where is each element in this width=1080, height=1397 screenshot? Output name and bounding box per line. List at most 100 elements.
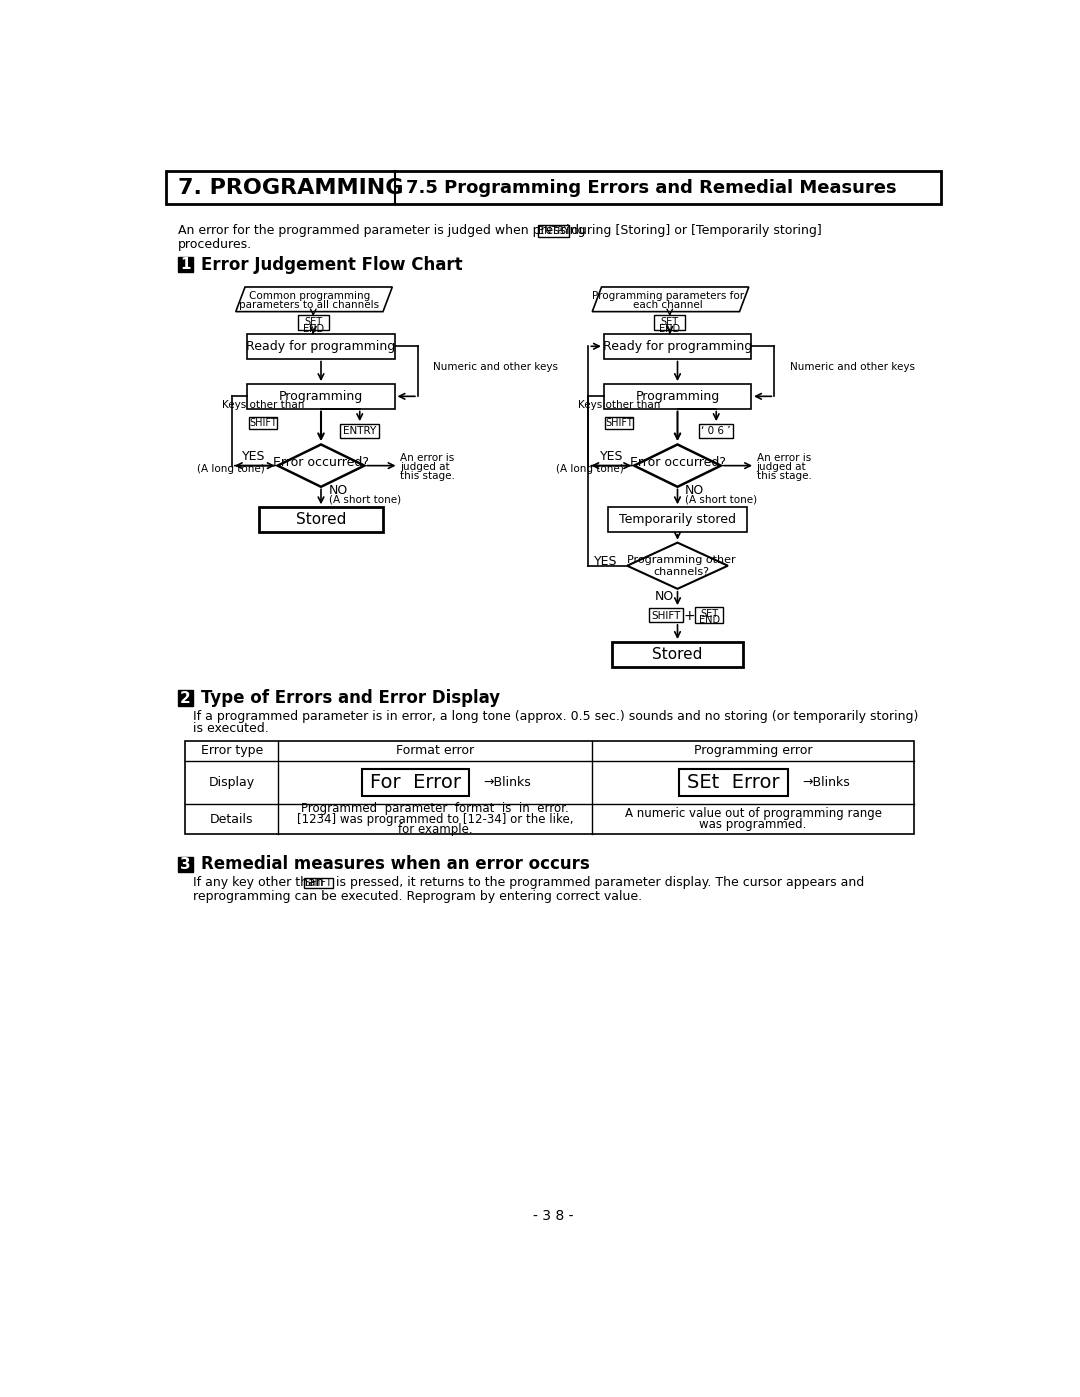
FancyBboxPatch shape [604,334,751,359]
Text: (A short tone): (A short tone) [685,495,757,504]
FancyBboxPatch shape [362,768,469,796]
Text: during [Storing] or [Temporarily storing]: during [Storing] or [Temporarily storing… [571,225,822,237]
Text: Keys other than: Keys other than [578,400,661,409]
Text: Error occurred?: Error occurred? [273,455,369,469]
Text: Programming other: Programming other [627,555,735,564]
Text: Keys other than: Keys other than [221,400,305,409]
Text: YES: YES [594,556,617,569]
Text: END: END [659,324,680,334]
FancyBboxPatch shape [303,877,334,888]
Text: +: + [684,609,694,623]
FancyBboxPatch shape [608,507,747,532]
Text: - 3 8 -: - 3 8 - [534,1210,573,1224]
Text: SHIFT: SHIFT [606,418,633,429]
FancyBboxPatch shape [699,425,733,437]
Text: channels?: channels? [653,567,710,577]
Text: (A long tone): (A long tone) [555,464,623,474]
FancyBboxPatch shape [166,172,941,204]
Text: If any key other than: If any key other than [193,876,324,890]
FancyBboxPatch shape [606,418,633,429]
Text: was programmed.: was programmed. [700,819,807,831]
Text: for example.: for example. [399,823,473,837]
FancyBboxPatch shape [696,608,724,623]
FancyBboxPatch shape [679,768,788,796]
FancyBboxPatch shape [538,225,569,237]
FancyBboxPatch shape [604,384,751,409]
Text: 3: 3 [180,856,191,872]
Text: Format error: Format error [396,745,474,757]
Text: An error is: An error is [400,453,455,462]
Text: For  Error: For Error [369,773,461,792]
Text: NO: NO [685,483,704,497]
Text: 7. PROGRAMMING: 7. PROGRAMMING [177,177,403,197]
Text: each channel: each channel [633,300,703,310]
Text: END: END [699,616,720,626]
Text: SHIFT: SHIFT [249,418,276,429]
Text: END: END [302,324,324,334]
Text: NO: NO [654,590,674,604]
FancyBboxPatch shape [654,314,685,330]
Text: SET: SET [661,317,679,327]
FancyBboxPatch shape [186,742,914,834]
Text: An error for the programmed parameter is judged when pressing: An error for the programmed parameter is… [177,225,585,237]
Text: SET: SET [305,317,322,327]
Text: Numeric and other keys: Numeric and other keys [789,362,915,373]
Text: Ready for programming: Ready for programming [246,339,395,353]
Text: Details: Details [211,813,254,826]
Text: →Blinks: →Blinks [802,775,850,789]
Text: Programming: Programming [635,390,719,402]
Text: procedures.: procedures. [177,237,252,251]
Text: Temporarily stored: Temporarily stored [619,513,735,527]
Text: ENTRY: ENTRY [343,426,376,436]
Text: Programmed  parameter  format  is  in  error.: Programmed parameter format is in error. [301,802,569,814]
Text: Display: Display [208,775,255,789]
Text: judged at: judged at [757,462,806,472]
Text: ENTRY: ENTRY [538,226,569,236]
FancyBboxPatch shape [340,425,379,437]
Text: ‘ 0 6 ’: ‘ 0 6 ’ [701,426,731,436]
Polygon shape [634,444,721,486]
Text: Error Judgement Flow Chart: Error Judgement Flow Chart [201,256,462,274]
Text: is pressed, it returns to the programmed parameter display. The cursor appears a: is pressed, it returns to the programmed… [337,876,865,890]
Text: Common programming: Common programming [248,291,370,302]
Text: Remedial measures when an error occurs: Remedial measures when an error occurs [201,855,590,873]
Text: 1: 1 [180,257,191,272]
Text: A numeric value out of programming range: A numeric value out of programming range [624,807,881,820]
Polygon shape [627,542,728,588]
Text: Numeric and other keys: Numeric and other keys [433,362,558,373]
Text: SET: SET [700,609,718,619]
Text: (A short tone): (A short tone) [328,495,401,504]
FancyBboxPatch shape [259,507,383,532]
Text: (A long tone): (A long tone) [198,464,266,474]
Text: Ready for programming: Ready for programming [603,339,752,353]
FancyBboxPatch shape [248,418,276,429]
Text: YES: YES [599,450,623,462]
Text: YES: YES [242,450,266,462]
Text: Error type: Error type [201,745,264,757]
FancyBboxPatch shape [247,384,394,409]
Text: An error is: An error is [757,453,811,462]
Text: If a programmed parameter is in error, a long tone (approx. 0.5 sec.) sounds and: If a programmed parameter is in error, a… [193,710,918,724]
FancyBboxPatch shape [177,856,193,872]
Polygon shape [278,444,364,486]
Text: 7.5 Programming Errors and Remedial Measures: 7.5 Programming Errors and Remedial Meas… [406,179,896,197]
Text: Programming: Programming [279,390,363,402]
Text: NO: NO [328,483,348,497]
Polygon shape [235,286,392,312]
Text: [1234] was programmed to [12-34] or the like,: [1234] was programmed to [12-34] or the … [297,813,573,826]
Text: judged at: judged at [400,462,449,472]
FancyBboxPatch shape [649,608,683,622]
Text: Programming error: Programming error [693,745,812,757]
Text: Type of Errors and Error Display: Type of Errors and Error Display [201,689,500,707]
Text: 2: 2 [180,690,191,705]
Text: →Blinks: →Blinks [484,775,531,789]
Text: is executed.: is executed. [193,722,269,735]
FancyBboxPatch shape [298,314,328,330]
FancyBboxPatch shape [611,643,743,666]
FancyBboxPatch shape [247,334,394,359]
Text: reprogramming can be executed. Reprogram by entering correct value.: reprogramming can be executed. Reprogram… [193,890,643,904]
Text: this stage.: this stage. [400,471,455,482]
FancyBboxPatch shape [177,690,193,705]
Text: Stored: Stored [296,513,347,527]
Text: SHIFT: SHIFT [305,877,333,888]
